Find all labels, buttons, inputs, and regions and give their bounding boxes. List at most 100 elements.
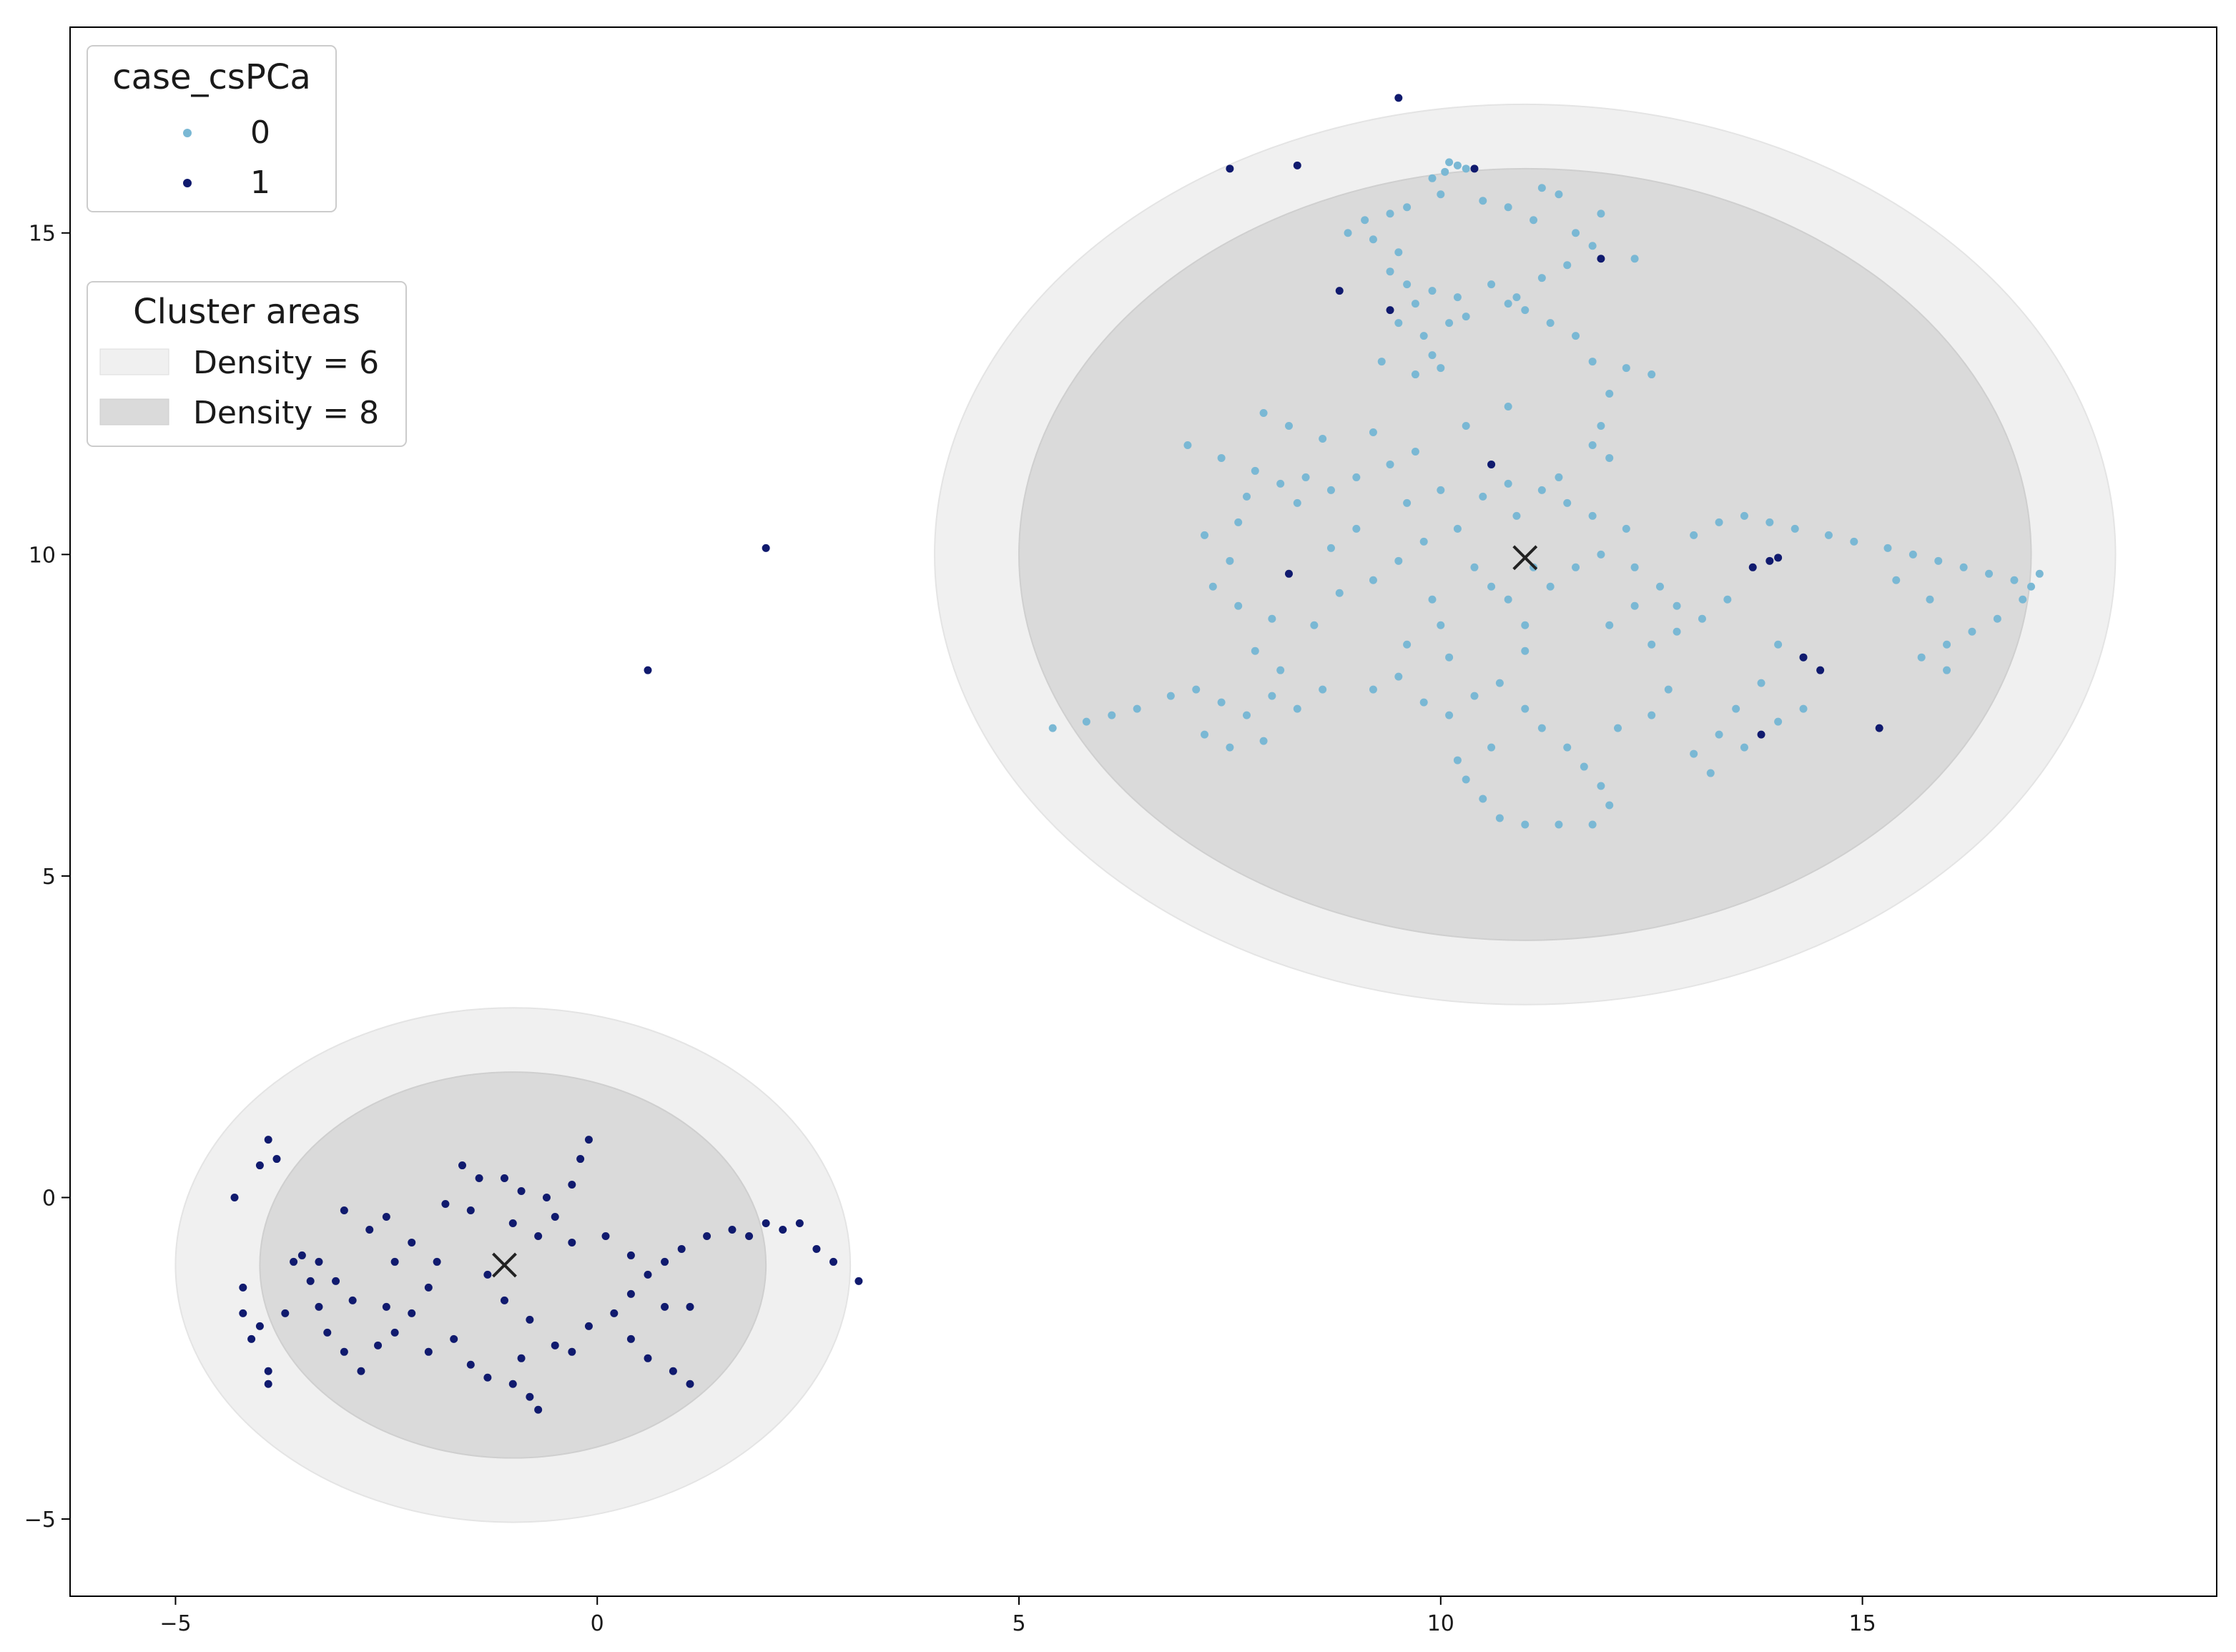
data-point-class-1 <box>762 544 770 552</box>
data-point-class-1 <box>281 1309 290 1317</box>
data-point-class-0 <box>1326 486 1335 494</box>
data-point-class-1 <box>340 1206 348 1214</box>
data-point-class-0 <box>1234 518 1243 526</box>
data-point-class-0 <box>1537 274 1546 282</box>
data-point-class-1 <box>332 1277 340 1285</box>
data-point-class-1 <box>703 1231 711 1240</box>
data-point-class-0 <box>1428 287 1437 295</box>
data-point-class-1 <box>812 1244 821 1253</box>
legend-areas-label-density-8: Density = 8 <box>193 395 379 431</box>
data-point-class-0 <box>1361 216 1369 225</box>
data-point-class-0 <box>1850 537 1858 546</box>
data-point-class-1 <box>306 1277 315 1285</box>
data-point-class-0 <box>1445 158 1454 167</box>
legend-class-label-0: 0 <box>250 114 270 151</box>
data-point-class-0 <box>1993 614 2001 623</box>
data-point-class-0 <box>1470 692 1479 700</box>
data-point-class-0 <box>1698 614 1706 623</box>
data-point-class-0 <box>1428 174 1437 182</box>
data-point-class-1 <box>1799 653 1808 662</box>
y-tick-label: 5 <box>42 865 56 890</box>
legend-class: case_csPCa 0 1 <box>87 45 337 212</box>
data-point-class-0 <box>1512 511 1521 520</box>
data-point-class-0 <box>1411 447 1419 456</box>
data-point-class-0 <box>1479 492 1487 501</box>
data-point-class-0 <box>1765 518 1774 526</box>
data-point-class-1 <box>323 1328 332 1337</box>
data-point-class-0 <box>1934 556 1943 565</box>
data-point-class-1 <box>315 1257 323 1266</box>
data-point-class-0 <box>1648 711 1656 719</box>
data-point-class-0 <box>1521 820 1530 829</box>
data-point-class-1 <box>424 1347 433 1356</box>
data-point-class-0 <box>1284 421 1293 430</box>
data-point-class-1 <box>644 666 652 674</box>
data-point-class-1 <box>264 1367 272 1375</box>
data-point-class-1 <box>568 1181 576 1189</box>
data-point-class-0 <box>1597 782 1605 790</box>
data-point-class-0 <box>1479 197 1487 205</box>
data-point-class-0 <box>1588 358 1597 366</box>
data-point-class-0 <box>1622 524 1630 533</box>
data-point-class-1 <box>584 1322 593 1330</box>
data-point-class-0 <box>1630 563 1639 571</box>
data-point-class-0 <box>1276 479 1285 488</box>
data-point-class-1 <box>230 1194 239 1202</box>
data-point-class-0 <box>1630 255 1639 263</box>
data-point-class-0 <box>1968 627 1976 636</box>
cluster-center-marker <box>1512 545 1538 571</box>
data-point-class-1 <box>517 1354 526 1362</box>
data-point-class-0 <box>1985 569 1994 578</box>
data-point-class-1 <box>390 1257 399 1266</box>
data-point-class-1 <box>408 1238 416 1247</box>
x-tick-label: 10 <box>1427 1611 1454 1636</box>
data-point-class-0 <box>1403 280 1412 289</box>
data-point-class-0 <box>1530 216 1538 225</box>
x-tick-label: 15 <box>1848 1611 1876 1636</box>
data-point-class-1 <box>601 1231 610 1240</box>
data-point-class-0 <box>1690 531 1698 539</box>
data-point-class-0 <box>1892 576 1901 584</box>
data-point-class-1 <box>508 1219 517 1227</box>
data-point-class-0 <box>1597 550 1605 559</box>
data-point-class-0 <box>1437 364 1445 373</box>
data-point-class-0 <box>1655 582 1664 591</box>
data-point-class-1 <box>644 1354 652 1362</box>
data-point-class-0 <box>1301 473 1310 481</box>
data-point-class-0 <box>1268 692 1276 700</box>
data-point-class-0 <box>1588 820 1597 829</box>
data-point-class-0 <box>1664 685 1673 694</box>
data-point-class-0 <box>1504 403 1512 411</box>
data-point-class-0 <box>1419 698 1428 707</box>
data-point-class-0 <box>1166 692 1175 700</box>
data-point-class-1 <box>526 1315 534 1324</box>
data-point-class-1 <box>1748 563 1757 571</box>
data-point-class-0 <box>1614 724 1622 732</box>
data-point-class-0 <box>1462 421 1470 430</box>
data-point-class-0 <box>1504 595 1512 604</box>
data-point-class-0 <box>1563 261 1572 270</box>
data-point-class-0 <box>1276 666 1285 674</box>
data-point-class-0 <box>1521 704 1530 713</box>
data-point-class-0 <box>1386 267 1394 276</box>
data-point-class-1 <box>247 1334 256 1343</box>
data-point-class-0 <box>1344 229 1352 237</box>
data-point-class-0 <box>1386 460 1394 468</box>
data-point-class-0 <box>2035 569 2044 578</box>
data-point-class-1 <box>475 1174 483 1183</box>
x-axis: −5 0 5 10 15 <box>159 1596 1876 1636</box>
data-point-class-0 <box>1774 717 1783 726</box>
data-point-class-1 <box>424 1283 433 1292</box>
data-point-class-0 <box>1799 704 1808 713</box>
data-point-class-1 <box>1293 161 1301 169</box>
data-point-class-0 <box>1234 601 1243 610</box>
data-point-class-1 <box>239 1283 247 1292</box>
data-point-class-0 <box>1293 498 1301 507</box>
data-point-class-0 <box>1521 621 1530 629</box>
data-point-class-1 <box>1597 255 1605 263</box>
data-point-class-1 <box>264 1136 272 1144</box>
data-point-class-0 <box>1082 717 1090 726</box>
data-point-class-1 <box>483 1373 492 1382</box>
data-point-class-1 <box>644 1270 652 1279</box>
data-point-class-1 <box>441 1200 450 1208</box>
